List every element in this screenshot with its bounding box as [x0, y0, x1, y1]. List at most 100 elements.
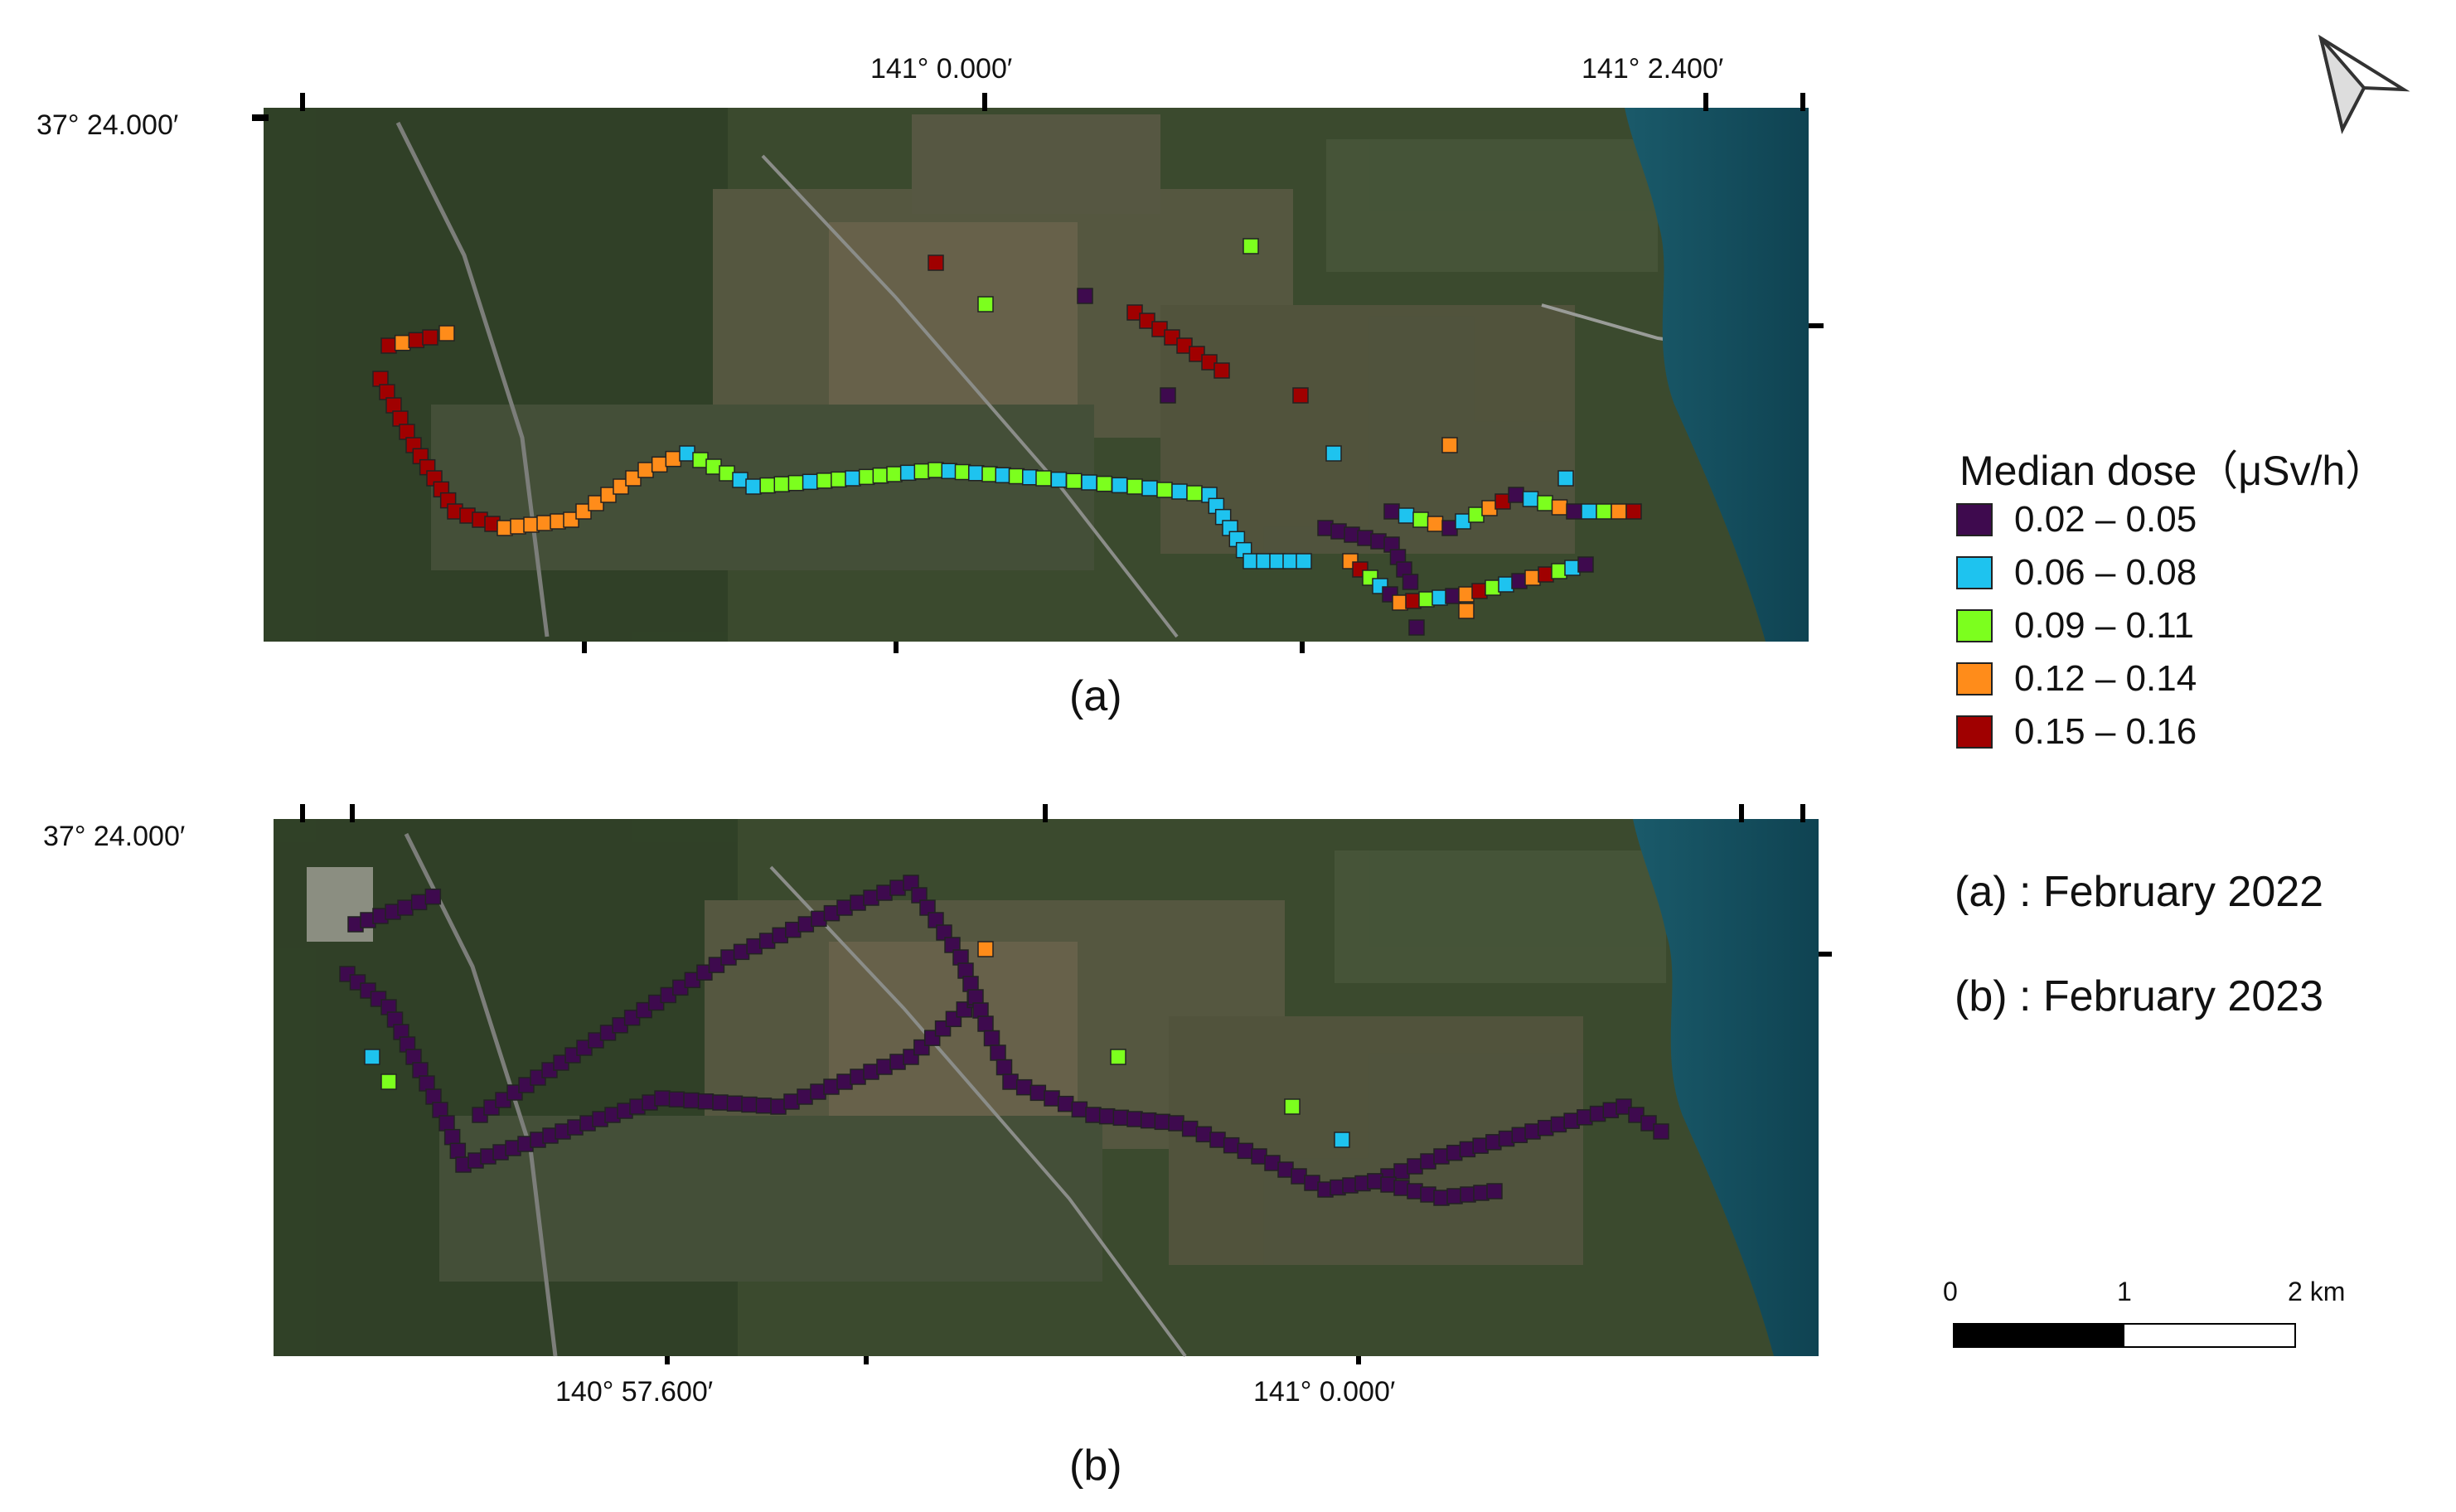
dose-cell: [1508, 487, 1524, 503]
dose-cell: [1458, 603, 1475, 619]
dose-cell: [1077, 288, 1093, 304]
legend-title: Median dose（μSv/h）: [1959, 448, 2387, 494]
dose-cell: [637, 462, 654, 478]
dose-cell: [1085, 1107, 1102, 1123]
legend-swatch-1: [1956, 503, 1993, 536]
dose-cell: [1334, 1132, 1350, 1148]
lon-label-a-2: 141° 2.400′: [1582, 53, 1724, 85]
lon-label-a-1: 141° 0.000′: [870, 53, 1013, 85]
legend-item-5: 0.15 – 0.16: [1956, 711, 2197, 752]
dose-cell: [977, 941, 994, 957]
legend-label-3: 0.09 – 0.11: [2014, 605, 2194, 646]
dose-cell: [1168, 1115, 1184, 1132]
sea-area: [1625, 108, 1809, 642]
dose-cell: [1223, 1136, 1240, 1154]
dose-cell: [802, 473, 819, 491]
dose-cell: [845, 470, 861, 487]
dose-map-b: [274, 804, 1832, 1364]
dose-cell: [1616, 1098, 1632, 1115]
dose-cell: [1110, 1049, 1126, 1065]
legend-label-5: 0.15 – 0.16: [2014, 711, 2197, 752]
north-arrow-icon: [2318, 34, 2410, 134]
dose-cell: [816, 472, 833, 489]
legend-label-2: 0.06 – 0.08: [2014, 552, 2197, 593]
dose-cell: [654, 1090, 671, 1107]
dose-cell: [1296, 553, 1312, 569]
dose-cell: [1557, 470, 1574, 487]
dose-cell: [600, 487, 617, 503]
dose-cell: [1201, 354, 1218, 371]
dose-cell: [1160, 387, 1176, 404]
dose-cell: [380, 337, 397, 354]
dose-cell: [1022, 469, 1039, 486]
dose-cell: [787, 474, 805, 492]
dose-cell: [831, 471, 847, 488]
dose-cell: [726, 1095, 744, 1112]
dose-cell: [588, 495, 604, 511]
dose-cell: [936, 924, 952, 941]
dose-cell: [990, 1044, 1006, 1061]
dose-cell: [1402, 574, 1419, 590]
dose-cell: [1015, 1078, 1033, 1096]
dose-cell: [913, 463, 931, 480]
dose-cell: [1044, 1090, 1060, 1107]
dose-cell: [408, 332, 425, 349]
dose-cell: [1398, 507, 1415, 524]
dose-cell: [886, 466, 903, 482]
legend-swatch-3: [1956, 609, 1993, 642]
legend-label-1: 0.02 – 0.05: [2014, 499, 2197, 540]
dose-cell: [968, 465, 985, 482]
dose-cell: [364, 1049, 380, 1065]
dose-cell: [651, 456, 668, 473]
dose-cell: [1112, 1109, 1130, 1127]
dose-cell: [1237, 1142, 1254, 1160]
dose-cell: [1243, 238, 1259, 254]
dose-cell: [1486, 1183, 1503, 1199]
scale-label-0: 0: [1943, 1277, 1958, 1306]
dose-cell: [394, 334, 411, 351]
legend-swatch-2: [1956, 556, 1993, 589]
lat-label-b: 37° 24.000′: [43, 821, 186, 852]
dose-cell: [899, 464, 917, 482]
dose-cell: [759, 477, 776, 494]
dose-cell: [422, 329, 438, 346]
dose-cell: [1596, 503, 1612, 520]
dose-cell: [1126, 478, 1143, 495]
dose-cell: [668, 1091, 685, 1107]
sea-area: [1633, 819, 1819, 1356]
dose-cell: [995, 1059, 1013, 1076]
dose-cell: [1653, 1123, 1669, 1140]
dose-cell: [928, 462, 944, 478]
dose-cell: [1176, 337, 1193, 354]
dose-cell: [1057, 1095, 1074, 1112]
dose-cell: [1577, 556, 1594, 573]
dose-cell: [1126, 304, 1143, 321]
dose-cell: [712, 1094, 729, 1111]
dose-cell: [1029, 1084, 1047, 1102]
dose-cell: [410, 894, 428, 911]
dose-cell: [1065, 472, 1083, 490]
dose-cell: [625, 470, 642, 487]
dose-cell: [1427, 516, 1444, 532]
legend-item-1: 0.02 – 0.05: [1956, 499, 2197, 540]
dose-cell: [911, 887, 928, 904]
dose-cell: [1139, 313, 1155, 329]
dose-cell: [903, 875, 919, 891]
dose-cell: [1209, 1132, 1226, 1148]
dose-cell: [1050, 471, 1068, 488]
dose-cell: [1441, 437, 1458, 453]
dose-cell: [1213, 362, 1230, 379]
scale-bar-black-segment: [1955, 1325, 2124, 1346]
legend-swatch-5: [1956, 715, 1993, 749]
dose-cell: [1383, 503, 1400, 520]
dose-cell: [1625, 503, 1642, 520]
dose-cell: [1284, 1098, 1301, 1115]
dose-cell: [954, 463, 971, 481]
dose-cell: [1522, 491, 1539, 507]
dose-cell: [1154, 1113, 1171, 1131]
dose-cell: [1566, 503, 1582, 520]
dose-cell: [1412, 511, 1429, 528]
dose-cell: [613, 478, 629, 495]
dose-cell: [1141, 480, 1158, 497]
dose-cell: [424, 888, 442, 905]
